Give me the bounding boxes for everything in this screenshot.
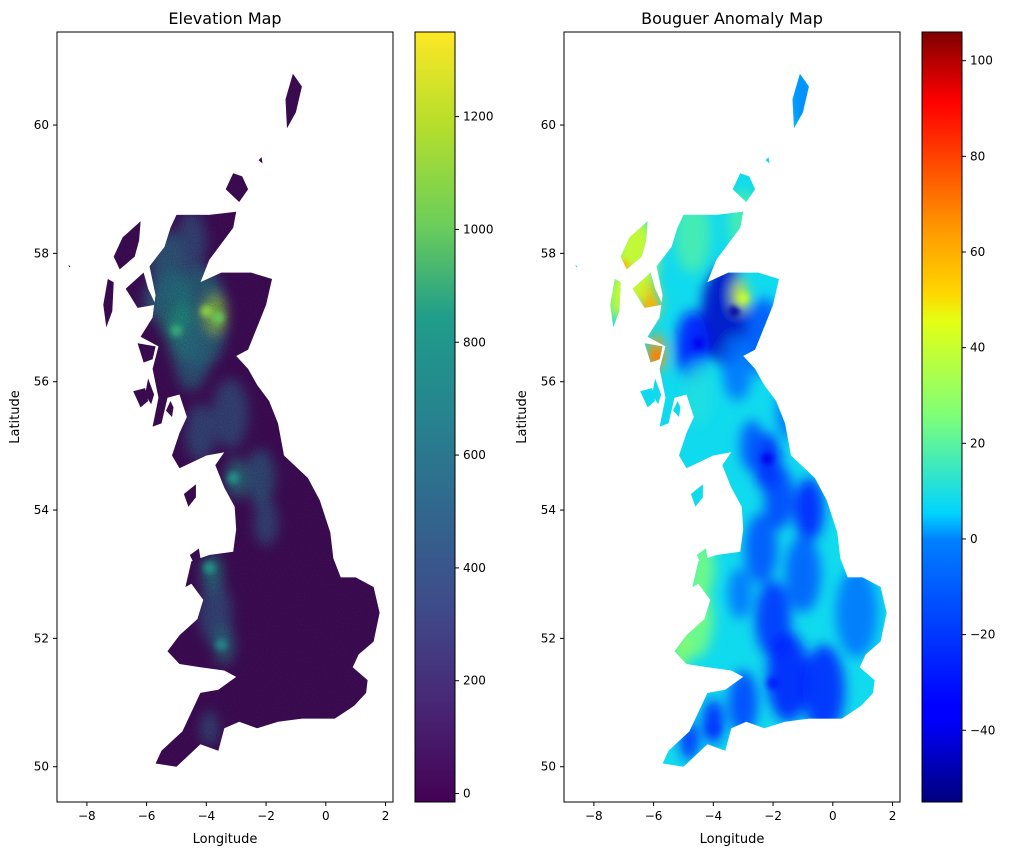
data-point bbox=[203, 561, 216, 574]
colorbar-tick-label: 80 bbox=[970, 149, 985, 163]
chart-title: Bouguer Anomaly Map bbox=[641, 9, 823, 28]
x-tick-label: −8 bbox=[78, 809, 96, 823]
anomaly-cell bbox=[776, 388, 800, 440]
x-tick-label: −6 bbox=[138, 809, 156, 823]
y-tick-label: 54 bbox=[541, 503, 556, 517]
colorbar-tick-label: 60 bbox=[970, 245, 985, 259]
anomaly-cell bbox=[793, 477, 824, 543]
anomaly-cell bbox=[680, 721, 699, 761]
y-tick-label: 56 bbox=[541, 375, 556, 389]
anomaly-cell bbox=[728, 567, 753, 620]
data-point bbox=[617, 260, 630, 273]
colorbar-tick-label: 0 bbox=[970, 532, 978, 546]
data-point bbox=[728, 305, 741, 318]
axes-frame bbox=[56, 31, 394, 803]
data-point bbox=[761, 452, 774, 465]
y-tick-label: 58 bbox=[541, 246, 556, 260]
anomaly-cell bbox=[764, 465, 794, 530]
data-point bbox=[215, 638, 228, 651]
elevation-panel: −8 −6 −4 −2 0 2 50 52 54 56 58 60 Elevation Map Longi… bbox=[8, 9, 494, 847]
y-tick-label: 52 bbox=[34, 631, 49, 645]
data-point bbox=[644, 298, 657, 311]
colorbar-tick-label: 400 bbox=[463, 561, 486, 575]
anomaly-cell bbox=[728, 189, 759, 254]
anomaly-cell bbox=[835, 567, 878, 658]
y-tick-label: 60 bbox=[34, 118, 49, 132]
axes-frame bbox=[563, 31, 901, 803]
data-point bbox=[737, 292, 750, 305]
anomaly-cell bbox=[744, 513, 778, 584]
anomaly-cell bbox=[607, 275, 629, 321]
y-tick-label: 58 bbox=[34, 246, 49, 260]
colorbar-tick-label: 1000 bbox=[463, 222, 494, 236]
y-axis-label: Latitude bbox=[8, 390, 23, 444]
anomaly-cell bbox=[687, 538, 715, 597]
x-tick-label: 2 bbox=[382, 809, 390, 823]
elevation-texture bbox=[68, 73, 380, 767]
colorbar-tick-label: 0 bbox=[463, 787, 471, 801]
colorbar-tick-label: 100 bbox=[970, 54, 993, 68]
x-tick-label: 0 bbox=[322, 809, 330, 823]
x-tick-label: −4 bbox=[704, 809, 722, 823]
anomaly-cell bbox=[728, 670, 759, 735]
colorbar-tick-label: 20 bbox=[970, 436, 985, 450]
x-tick-label: −2 bbox=[257, 809, 275, 823]
anomaly-cell bbox=[722, 336, 753, 401]
colorbar-tick-label: 1200 bbox=[463, 110, 494, 124]
highlight-layer bbox=[170, 305, 240, 651]
data-point bbox=[650, 350, 663, 363]
x-tick-label: −4 bbox=[197, 809, 215, 823]
data-point bbox=[212, 311, 225, 324]
x-tick-label: −6 bbox=[645, 809, 663, 823]
x-tick-label: 0 bbox=[829, 809, 837, 823]
colorbar-tick-label: 600 bbox=[463, 448, 486, 462]
colorbar-tick-label: 200 bbox=[463, 674, 486, 688]
data-point bbox=[767, 677, 780, 690]
colorbar-tick-label: −20 bbox=[970, 628, 995, 642]
data-point bbox=[707, 722, 720, 735]
anomaly-cell bbox=[683, 362, 714, 427]
anomaly-cell bbox=[785, 535, 821, 613]
x-tick-label: −2 bbox=[764, 809, 782, 823]
data-point bbox=[692, 613, 705, 626]
chart-title: Elevation Map bbox=[168, 9, 281, 28]
x-axis-label: Longitude bbox=[700, 832, 765, 847]
anomaly-cell bbox=[788, 73, 818, 132]
colorbar bbox=[921, 31, 963, 803]
y-tick-label: 50 bbox=[34, 760, 49, 774]
x-axis-label: Longitude bbox=[193, 832, 258, 847]
colorbar-tick-label: −40 bbox=[970, 723, 995, 737]
y-tick-label: 52 bbox=[541, 631, 556, 645]
x-tick-label: −8 bbox=[585, 809, 603, 823]
land-mask bbox=[575, 73, 887, 767]
anomaly-cell bbox=[802, 644, 845, 735]
anomaly-cell bbox=[767, 631, 809, 722]
colorbar-tick-label: 40 bbox=[970, 341, 985, 355]
y-axis-label: Latitude bbox=[515, 390, 530, 444]
x-tick-label: 2 bbox=[889, 809, 897, 823]
data-point bbox=[200, 305, 213, 318]
y-tick-label: 60 bbox=[541, 118, 556, 132]
anomaly-cell bbox=[746, 298, 783, 376]
land-mask bbox=[68, 73, 380, 767]
colorbar bbox=[414, 31, 456, 803]
y-tick-label: 56 bbox=[34, 375, 49, 389]
data-point bbox=[227, 471, 240, 484]
y-tick-label: 54 bbox=[34, 503, 49, 517]
anomaly-cell bbox=[671, 631, 690, 671]
anomaly-cell bbox=[740, 420, 765, 472]
anomaly-cell bbox=[702, 699, 724, 745]
data-point bbox=[170, 324, 183, 337]
y-tick-label: 50 bbox=[541, 760, 556, 774]
anomaly-cell bbox=[674, 195, 711, 273]
colorbar-tick-label: 800 bbox=[463, 335, 486, 349]
data-point bbox=[692, 337, 705, 350]
